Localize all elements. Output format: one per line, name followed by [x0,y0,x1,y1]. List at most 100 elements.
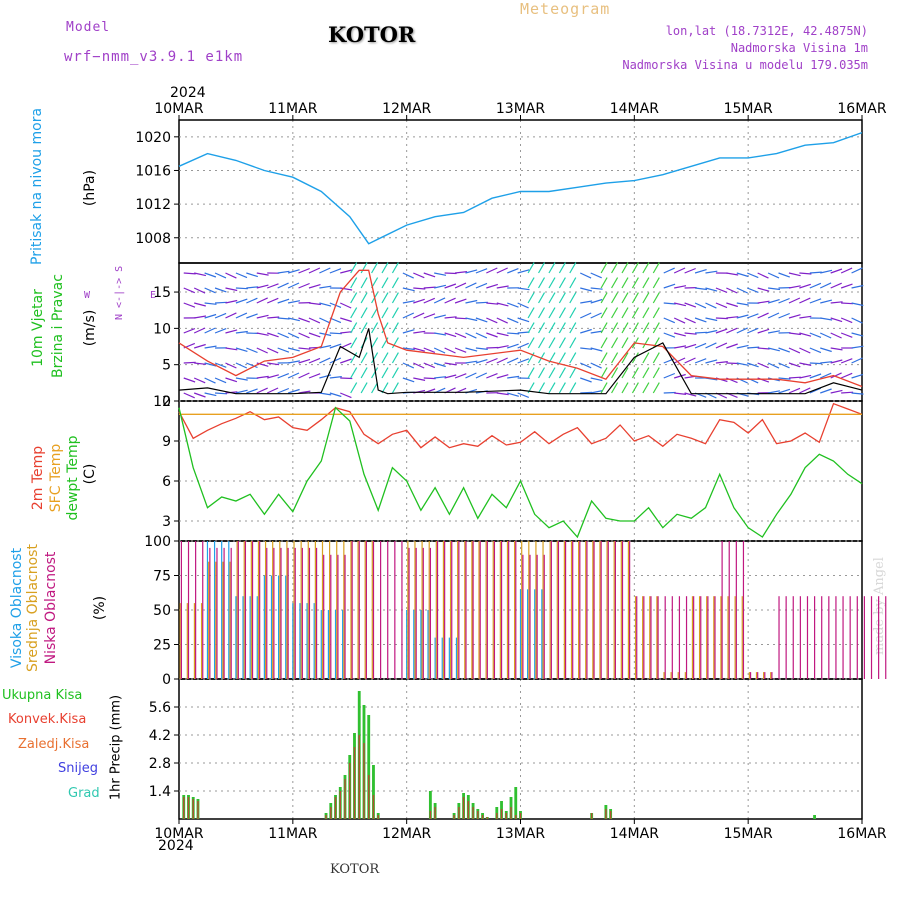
wind-barb [569,337,577,349]
wind-barb [486,346,499,349]
wind-barb [621,307,629,319]
y-tick-label: 9 [162,434,171,450]
wind-barb [475,301,488,304]
wind-barb [413,298,425,304]
wind-barb [287,360,301,364]
wind-barb [371,352,379,364]
conv-precip-bar [434,807,436,819]
y-tick-label: 3 [162,514,171,530]
wind-barb [486,317,498,324]
conv-precip-bar [344,779,346,819]
wind-barb [527,292,535,304]
wind-barb [350,277,358,289]
wind-barb [204,345,217,349]
wind-barb [580,391,593,394]
y-tick-label: 15 [153,285,171,301]
wind-barb [820,388,832,394]
wind-barb [475,282,488,289]
wind-barb [434,272,447,276]
wind-barb [788,347,801,354]
wind-barb [767,272,780,279]
wind-barb [767,312,780,319]
wind-barb [830,282,842,289]
y-tick-label: 5 [162,358,171,374]
x-tick-label-top: 15MAR [724,101,773,117]
wind-barb [695,331,708,334]
wind-barb [381,322,389,334]
wind-barb [444,332,457,338]
total-precip-bar [367,715,371,819]
wind-barb [611,337,619,349]
wind-barb [413,362,425,369]
wind-barb [642,352,650,364]
wind-barb [246,272,258,278]
wind-barb [569,382,577,394]
wind-barb [652,277,660,289]
x-tick-label-bottom: 15MAR [724,826,773,842]
wind-barb [830,301,843,304]
wind-barb [391,367,399,379]
wind-barb [277,282,289,289]
wind-barb [600,352,608,364]
wind-barb [538,382,546,394]
conv-precip-bar [330,807,332,819]
wind-barb [391,352,399,364]
conv-precip-bar [429,811,432,819]
wind-barb [204,362,217,367]
wind-barb [684,357,696,364]
wind-barb [475,317,488,323]
wind-barb [434,376,447,379]
wind-barb [287,300,301,304]
wind-barb [506,268,519,274]
wind-barb [580,312,592,319]
total-precip-bar [514,787,518,819]
wind-barb [194,272,207,277]
wind-barb [840,332,853,338]
wind-barb [841,302,854,305]
wind-barb [558,322,566,334]
wind-barb [465,299,478,304]
lonlat-label: lon,lat (18.7312E, 42.4875N) [665,24,868,38]
compass-glyph: N <-|-> S W E [84,266,156,320]
wind-barb [486,267,498,274]
wind-barb [809,373,822,379]
wind-barb [809,347,822,354]
wind-barb [590,362,602,369]
wind-barb [642,292,650,304]
wind-barb [757,287,770,292]
wind-barb [381,367,389,379]
wind-barb [663,372,676,379]
wind-barb [444,374,457,379]
x-tick-label-bottom: 14MAR [610,826,659,842]
x-tick-label-top: 11MAR [268,101,317,117]
x-tick-label-top: 16MAR [837,101,886,117]
conv-precip-bar [192,799,194,819]
y-tick-label: 5.6 [149,700,171,716]
wind-barb [820,299,833,304]
wind-barb [246,297,258,304]
wind-barb [527,262,535,274]
wind-barb [402,300,415,304]
wind-barb [340,302,352,309]
wind-barb [277,373,290,379]
wind-barb [391,277,399,289]
wind-barb [663,317,676,324]
wind-barb [694,302,707,309]
station-title: KOTOR [328,22,416,47]
wind-barb [329,332,342,335]
wind-barb [820,347,832,353]
wind-barb [287,388,300,394]
wind-barb [631,292,639,304]
wind-barb [444,316,457,319]
wind-barb [778,272,791,278]
wind-barb [631,277,639,289]
wind-barb [820,372,832,379]
wind-barb [413,330,426,334]
wind-barb [580,272,592,279]
wind-barb [799,297,811,304]
wind-barb [652,307,660,319]
wind-barb [663,358,676,364]
wind-barb [726,327,738,334]
wind-barb [726,362,739,365]
wind-barb [235,389,248,394]
